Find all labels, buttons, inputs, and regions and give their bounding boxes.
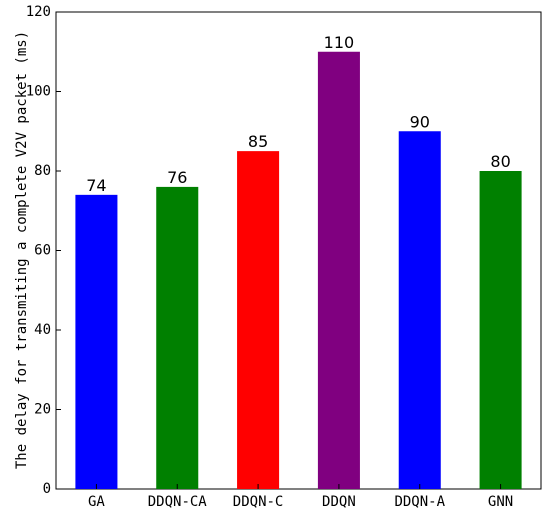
bar-value-label: 110: [324, 33, 355, 52]
bar-ga: [75, 194, 118, 489]
bars-layer: 74 76 85 110 90 80: [75, 33, 522, 489]
y-tick-label: 0: [43, 481, 51, 497]
plot-frame: [55, 11, 542, 490]
y-tick-label: 40: [34, 322, 51, 338]
y-tick-label: 100: [26, 84, 51, 100]
bar-value-label: 85: [248, 132, 268, 151]
x-category-label: GNN: [488, 494, 513, 509]
y-tick-label: 80: [34, 163, 51, 179]
y-tick-label: 120: [26, 4, 51, 20]
bar-value-label: 74: [86, 176, 106, 195]
bar-value-label: 80: [490, 152, 510, 171]
bar-ddqn: [317, 51, 360, 489]
bar-ddqn-a: [398, 131, 441, 489]
x-category-label: DDQN-A: [394, 494, 445, 509]
bar-ddqn-ca: [156, 186, 199, 489]
bar-value-label: 90: [410, 112, 430, 131]
y-axis-title: The delay for transmiting a complete V2V…: [14, 31, 30, 469]
y-axis-ticks: 0 20 40 60 80 100 120: [26, 4, 61, 497]
y-tick-label: 60: [34, 243, 51, 259]
bar-gnn: [479, 171, 522, 489]
bar-value-label: 76: [167, 168, 187, 187]
x-category-label: DDQN: [322, 494, 356, 509]
x-category-label: GA: [88, 494, 105, 509]
x-category-label: DDQN-C: [233, 494, 284, 509]
bar-ddqn-c: [237, 151, 280, 489]
y-tick-label: 20: [34, 402, 51, 418]
x-axis-ticks: GA DDQN-CA DDQN-C DDQN DDQN-A GNN: [88, 484, 513, 509]
x-category-label: DDQN-CA: [148, 494, 208, 509]
